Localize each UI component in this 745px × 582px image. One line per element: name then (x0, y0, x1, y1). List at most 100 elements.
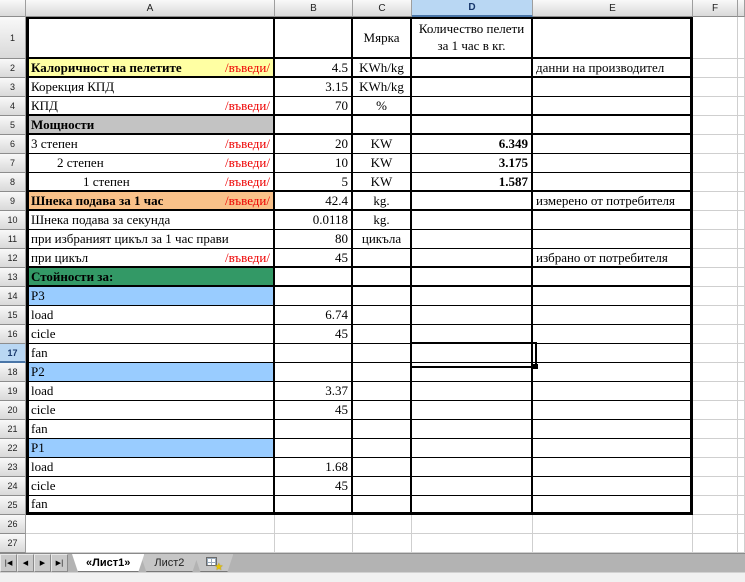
cell-E4[interactable] (533, 97, 693, 116)
cell-E13[interactable] (533, 268, 693, 287)
sheet-tab-2[interactable]: Лист2 (140, 554, 198, 572)
horizontal-scrollbar[interactable] (0, 572, 745, 582)
cell-D22[interactable] (412, 439, 533, 458)
cell-G13[interactable] (738, 268, 745, 287)
cell-E15[interactable] (533, 306, 693, 325)
cell-G17[interactable] (738, 344, 745, 363)
cell-D5[interactable] (412, 116, 533, 135)
row-header-23[interactable]: 23 (0, 458, 26, 477)
cell-E7[interactable] (533, 154, 693, 173)
cell-D10[interactable] (412, 211, 533, 230)
cell-G20[interactable] (738, 401, 745, 420)
cell-C26[interactable] (353, 515, 412, 534)
cell-E18[interactable] (533, 363, 693, 382)
cell-B15[interactable]: 6.74 (275, 306, 353, 325)
cell-A17[interactable]: fan (26, 344, 275, 363)
cell-A18[interactable]: P2 (26, 363, 275, 382)
cell-A21[interactable]: fan (26, 420, 275, 439)
row-header-17[interactable]: 17 (0, 344, 26, 363)
cell-F9[interactable] (693, 192, 738, 211)
row-header-2[interactable]: 2 (0, 59, 26, 78)
cell-B16[interactable]: 45 (275, 325, 353, 344)
cell-B24[interactable]: 45 (275, 477, 353, 496)
cell-G21[interactable] (738, 420, 745, 439)
cell-A25[interactable]: fan (26, 496, 275, 515)
cell-B1[interactable] (275, 17, 353, 59)
cell-C23[interactable] (353, 458, 412, 477)
cell-E19[interactable] (533, 382, 693, 401)
col-header-E[interactable]: E (533, 0, 693, 17)
cell-B11[interactable]: 80 (275, 230, 353, 249)
cell-G4[interactable] (738, 97, 745, 116)
cell-F24[interactable] (693, 477, 738, 496)
cell-C11[interactable]: цикъла (353, 230, 412, 249)
cell-B8[interactable]: 5 (275, 173, 353, 192)
row-header-16[interactable]: 16 (0, 325, 26, 344)
row-header-27[interactable]: 27 (0, 534, 26, 553)
row-header-13[interactable]: 13 (0, 268, 26, 287)
cell-A20[interactable]: cicle (26, 401, 275, 420)
row-header-25[interactable]: 25 (0, 496, 26, 515)
cell-C2[interactable]: KWh/kg (353, 59, 412, 78)
row-header-22[interactable]: 22 (0, 439, 26, 458)
cell-C27[interactable] (353, 534, 412, 553)
cell-B5[interactable] (275, 116, 353, 135)
cell-A23[interactable]: load (26, 458, 275, 477)
cell-E8[interactable] (533, 173, 693, 192)
cell-A11[interactable]: при избраният цикъл за 1 час прави (26, 230, 275, 249)
cell-A9[interactable]: Шнека подава за 1 час/въведи/ (26, 192, 275, 211)
cell-A6[interactable]: 3 степен/въведи/ (26, 135, 275, 154)
cell-G10[interactable] (738, 211, 745, 230)
cell-G23[interactable] (738, 458, 745, 477)
cell-D19[interactable] (412, 382, 533, 401)
cell-G16[interactable] (738, 325, 745, 344)
cell-G14[interactable] (738, 287, 745, 306)
row-header-9[interactable]: 9 (0, 192, 26, 211)
cell-G9[interactable] (738, 192, 745, 211)
col-header-D[interactable]: D (412, 0, 533, 17)
col-header-partial[interactable] (738, 0, 745, 17)
cell-C7[interactable]: KW (353, 154, 412, 173)
cell-E11[interactable] (533, 230, 693, 249)
cell-E1[interactable] (533, 17, 693, 59)
cell-A26[interactable] (26, 515, 275, 534)
insert-sheet-tab[interactable]: ★ (194, 554, 233, 572)
cell-F20[interactable] (693, 401, 738, 420)
cell-D14[interactable] (412, 287, 533, 306)
cell-C19[interactable] (353, 382, 412, 401)
cell-D6[interactable]: 6.349 (412, 135, 533, 154)
cell-B18[interactable] (275, 363, 353, 382)
cell-D15[interactable] (412, 306, 533, 325)
cell-D23[interactable] (412, 458, 533, 477)
cell-F22[interactable] (693, 439, 738, 458)
cell-B12[interactable]: 45 (275, 249, 353, 268)
cell-D11[interactable] (412, 230, 533, 249)
cell-A16[interactable]: cicle (26, 325, 275, 344)
row-header-18[interactable]: 18 (0, 363, 26, 382)
cell-F27[interactable] (693, 534, 738, 553)
cell-F25[interactable] (693, 496, 738, 515)
cell-A2[interactable]: Калоричност на пелетите/въведи/ (26, 59, 275, 78)
cell-E12[interactable]: избрано от потребителя (533, 249, 693, 268)
cell-C13[interactable] (353, 268, 412, 287)
cell-C21[interactable] (353, 420, 412, 439)
cell-F26[interactable] (693, 515, 738, 534)
cell-G6[interactable] (738, 135, 745, 154)
cell-F15[interactable] (693, 306, 738, 325)
cell-B27[interactable] (275, 534, 353, 553)
cell-B6[interactable]: 20 (275, 135, 353, 154)
cell-B21[interactable] (275, 420, 353, 439)
cell-E3[interactable] (533, 78, 693, 97)
cell-E27[interactable] (533, 534, 693, 553)
cell-F11[interactable] (693, 230, 738, 249)
cell-B26[interactable] (275, 515, 353, 534)
cell-E22[interactable] (533, 439, 693, 458)
cell-B3[interactable]: 3.15 (275, 78, 353, 97)
cell-F16[interactable] (693, 325, 738, 344)
cell-A7[interactable]: 2 степен/въведи/ (26, 154, 275, 173)
cell-E10[interactable] (533, 211, 693, 230)
cell-F10[interactable] (693, 211, 738, 230)
cell-F14[interactable] (693, 287, 738, 306)
cell-A19[interactable]: load (26, 382, 275, 401)
cell-A10[interactable]: Шнека подава за секунда (26, 211, 275, 230)
